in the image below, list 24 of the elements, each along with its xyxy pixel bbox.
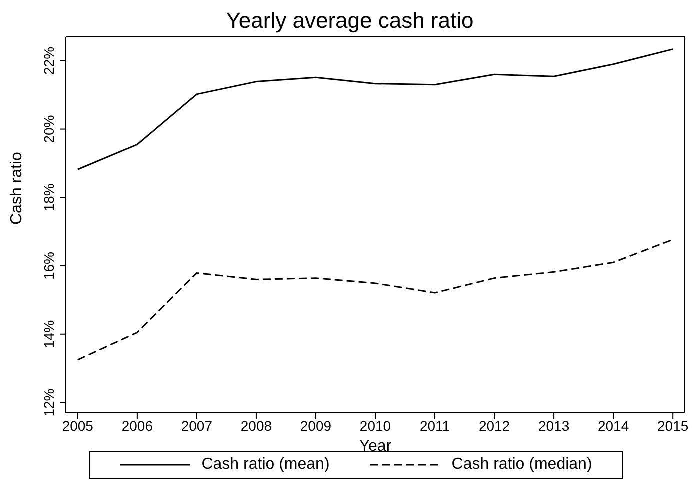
x-tick-label: 2005	[62, 418, 94, 434]
y-tick-label: 20%	[41, 115, 57, 144]
chart-title: Yearly average cash ratio	[225, 8, 475, 34]
y-tick-label: 22%	[41, 46, 57, 75]
x-tick-label: 2007	[181, 418, 213, 434]
y-tick-label: 16%	[41, 252, 57, 280]
line-series	[77, 238, 674, 361]
y-axis-title: Cash ratio	[8, 152, 26, 225]
legend-label: Cash ratio (mean)	[202, 456, 330, 474]
x-tick-label: 2015	[658, 418, 689, 434]
y-tick-label: 18%	[41, 184, 57, 212]
x-tick-label: 2011	[420, 418, 450, 434]
x-tick-label: 2014	[598, 418, 630, 434]
x-tick-label: 2010	[360, 418, 392, 434]
line-series	[77, 48, 674, 170]
x-tick-label: 2006	[122, 418, 154, 434]
x-tick-label: 2012	[478, 418, 510, 434]
x-axis-title: Year	[359, 438, 392, 455]
legend-label: Cash ratio (median)	[452, 456, 592, 474]
x-tick-label: 2009	[300, 418, 332, 434]
x-tick-label: 2013	[538, 418, 570, 434]
x-tick-label: 2008	[240, 418, 272, 434]
y-tick-label: 14%	[41, 320, 57, 348]
y-tick-label: 12%	[41, 388, 57, 417]
